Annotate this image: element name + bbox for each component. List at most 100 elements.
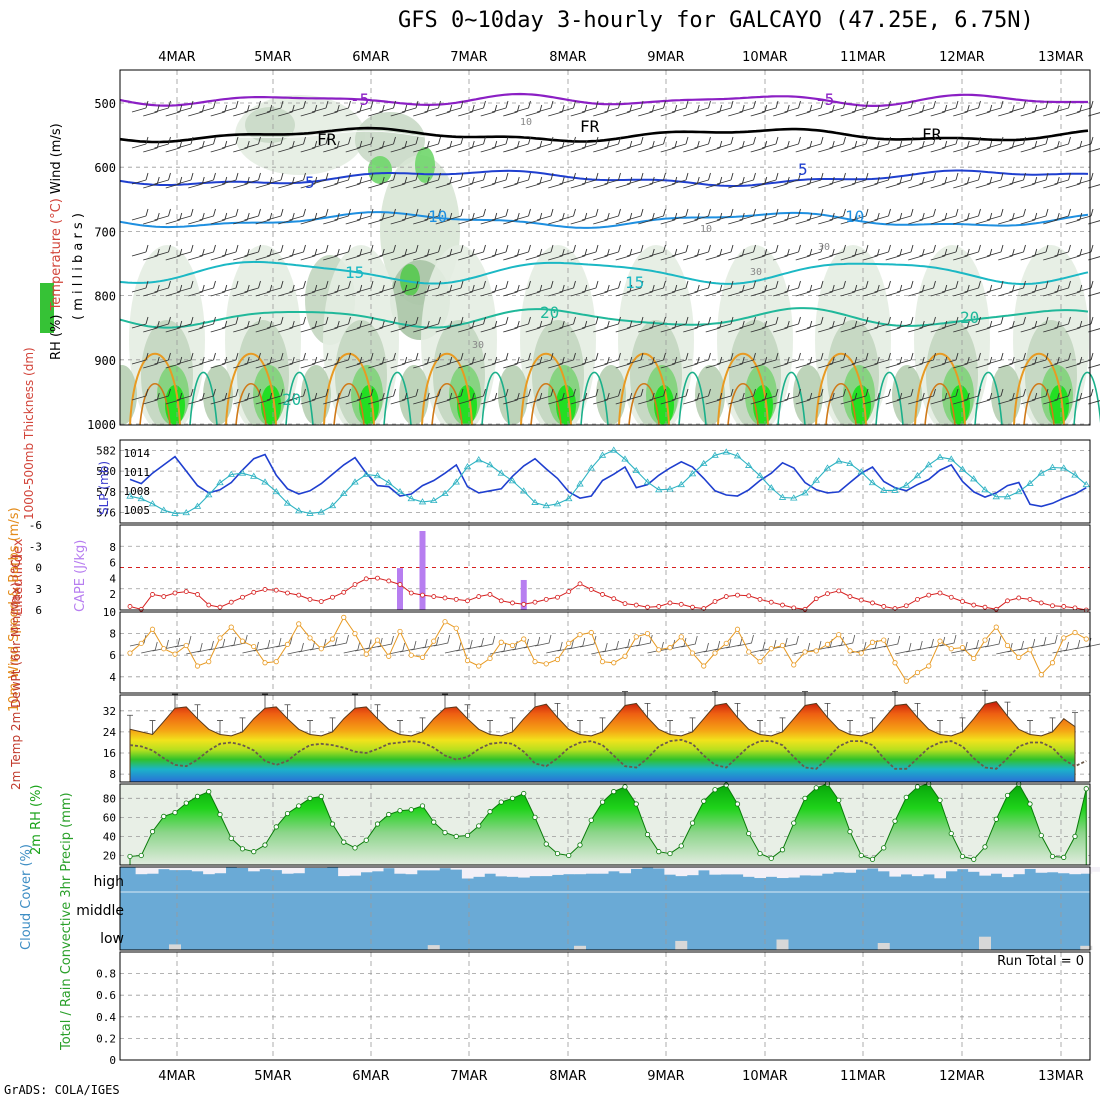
surface-wind-barb — [894, 642, 912, 655]
upper-wind-barb — [784, 388, 801, 401]
upper-wind-barb — [345, 176, 363, 189]
upper-wind-barb — [480, 176, 498, 189]
upper-wind-barb — [356, 208, 374, 221]
rh-point — [869, 856, 876, 862]
cape-bar — [419, 531, 426, 610]
cloud-low-bar — [427, 945, 440, 950]
slp-line-point — [868, 478, 877, 486]
upper-wind-barb — [424, 388, 441, 401]
upper-wind-barb — [998, 248, 1015, 261]
upper-wind-barb — [188, 104, 205, 117]
cloud-background — [120, 867, 1090, 950]
upper-wind-barb — [469, 280, 486, 293]
upper-wind-barb — [581, 136, 599, 149]
wind-tick-label: 6 — [109, 649, 116, 662]
upper-wind-barb — [874, 316, 891, 329]
upper-wind-barb — [401, 388, 419, 401]
upper-wind-barb — [806, 172, 824, 185]
upper-wind-barb — [334, 388, 351, 401]
cloud-high-gap — [1024, 867, 1037, 869]
upper-wind-barb — [221, 136, 239, 149]
slp-line-point — [970, 475, 978, 482]
upper-wind-barb — [131, 352, 149, 365]
rh-point — [757, 850, 763, 857]
wind-speed-line-point — [206, 659, 212, 665]
wind-speed-line-point — [971, 655, 977, 662]
upper-wind-barb — [716, 172, 734, 185]
upper-wind-barb — [829, 244, 846, 257]
upper-wind-barb — [784, 172, 801, 185]
panel-frame-precip — [119, 951, 1091, 1061]
surface-wind-barb — [984, 635, 1002, 648]
temperature-minmax-bar — [217, 720, 223, 735]
upper-wind-barb — [514, 136, 531, 149]
lifted-index-point — [420, 592, 425, 598]
slp-line-point — [160, 506, 168, 513]
upper-wind-barb — [941, 100, 959, 113]
upper-wind-barb — [221, 172, 239, 185]
upper-wind-barb — [716, 388, 734, 401]
cloud-high-gap — [1069, 867, 1082, 875]
temperature-minmax-bar — [712, 691, 718, 706]
upper-wind-barb — [626, 280, 644, 293]
upper-wind-barb — [559, 172, 576, 185]
wind-speed-line-point — [1004, 642, 1011, 649]
surface-wind-barb — [467, 637, 484, 650]
upper-wind-barb — [750, 176, 768, 189]
lifted-index-point — [273, 587, 279, 593]
wind-speed-line-point — [397, 628, 403, 635]
upper-wind-barb — [1054, 244, 1071, 257]
upper-wind-barb — [998, 320, 1015, 333]
wind-speed-line-point — [386, 653, 392, 659]
lifted-index-point — [656, 604, 662, 609]
slp-tick-label: 1005 — [124, 504, 151, 517]
lifted-index-point — [633, 602, 639, 608]
lifted-index-point — [678, 601, 684, 607]
surface-wind-barb — [287, 642, 304, 655]
upper-wind-barb — [874, 244, 891, 257]
surface-wind-barb — [838, 634, 856, 647]
temperature-minmax-bar — [1027, 720, 1033, 735]
cloud-high-gap — [698, 867, 710, 871]
rh-point — [746, 830, 752, 837]
cloud-low-bar — [1080, 945, 1093, 950]
lifted-index-point — [768, 599, 774, 605]
upper-wind-barb — [548, 176, 565, 189]
surface-wind-barb — [534, 634, 552, 647]
cloud-high-gap — [596, 867, 609, 874]
temperature-minmax-bar — [194, 704, 201, 719]
lifted-index-point — [251, 589, 257, 595]
upper-wind-barb — [671, 100, 689, 113]
upper-wind-barb — [469, 100, 486, 113]
rh-point — [329, 821, 336, 827]
upper-wind-barb — [210, 284, 228, 297]
cloud-high-gap — [158, 867, 170, 870]
upper-wind-barb — [356, 172, 374, 185]
slp-line-point — [542, 501, 550, 509]
wind-speed-line-point — [273, 659, 279, 665]
upper-wind-barb — [210, 320, 228, 333]
upper-wind-barb — [266, 136, 284, 149]
wind-speed-line-point — [611, 660, 617, 666]
upper-wind-barb — [536, 352, 554, 365]
rh-point — [937, 797, 943, 803]
upper-wind-barb — [874, 172, 891, 185]
surface-wind-barb — [332, 634, 349, 647]
wind-speed-line-point — [521, 636, 527, 642]
upper-wind-barb — [1054, 280, 1071, 293]
lifted-index-point — [926, 592, 932, 598]
cloud-high-gap — [968, 867, 980, 872]
temperature-minmax-bar — [239, 717, 246, 732]
upper-wind-barb — [694, 280, 711, 293]
temp-contour-20-low — [678, 371, 707, 426]
wind-speed-line-point — [329, 636, 336, 642]
slp-line-point — [452, 478, 460, 485]
slp-line-point — [385, 478, 393, 486]
cloud-high-gap — [911, 867, 924, 877]
upper-wind-barb — [671, 244, 689, 257]
upper-wind-barb — [694, 136, 711, 149]
contour-label: 20 — [282, 390, 301, 409]
upper-wind-barb — [975, 176, 993, 189]
slp-line-point — [1003, 493, 1012, 500]
upper-wind-barb — [334, 280, 351, 293]
